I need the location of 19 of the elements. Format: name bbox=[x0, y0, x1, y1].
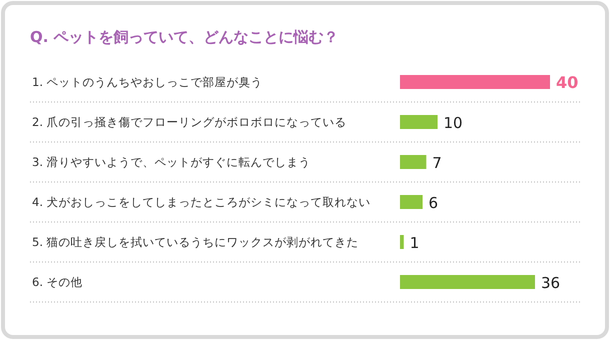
y-tick-label: 1. ペットのうんちやおしっこで部屋が臭う bbox=[32, 75, 263, 89]
bar bbox=[400, 195, 422, 209]
bar bbox=[400, 235, 404, 249]
data-label: 36 bbox=[541, 274, 560, 292]
data-label: 10 bbox=[444, 114, 463, 132]
y-tick-label: 2. 爪の引っ掻き傷でフローリングがボロボロになっている bbox=[32, 115, 347, 129]
data-label: 6 bbox=[428, 194, 438, 212]
y-tick-label: 6. その他 bbox=[32, 275, 83, 289]
text: Q. ペットを飼っていて、どんなことに悩む？ bbox=[30, 28, 339, 46]
bar bbox=[400, 75, 550, 89]
data-label: 1 bbox=[410, 234, 420, 252]
bar bbox=[400, 275, 535, 289]
data-label: 40 bbox=[556, 73, 578, 92]
bar bbox=[400, 155, 426, 169]
y-tick-label: 4. 犬がおしっこをしてしまったところがシミになって取れない bbox=[32, 195, 371, 209]
bar bbox=[400, 115, 438, 129]
y-tick-label: 3. 滑りやすいようで、ペットがすぐに転んでしまう bbox=[32, 155, 311, 169]
data-label: 7 bbox=[432, 154, 442, 172]
y-tick-label: 5. 猫の吐き戻しを拭いているうちにワックスが剥がれてきた bbox=[32, 235, 359, 249]
